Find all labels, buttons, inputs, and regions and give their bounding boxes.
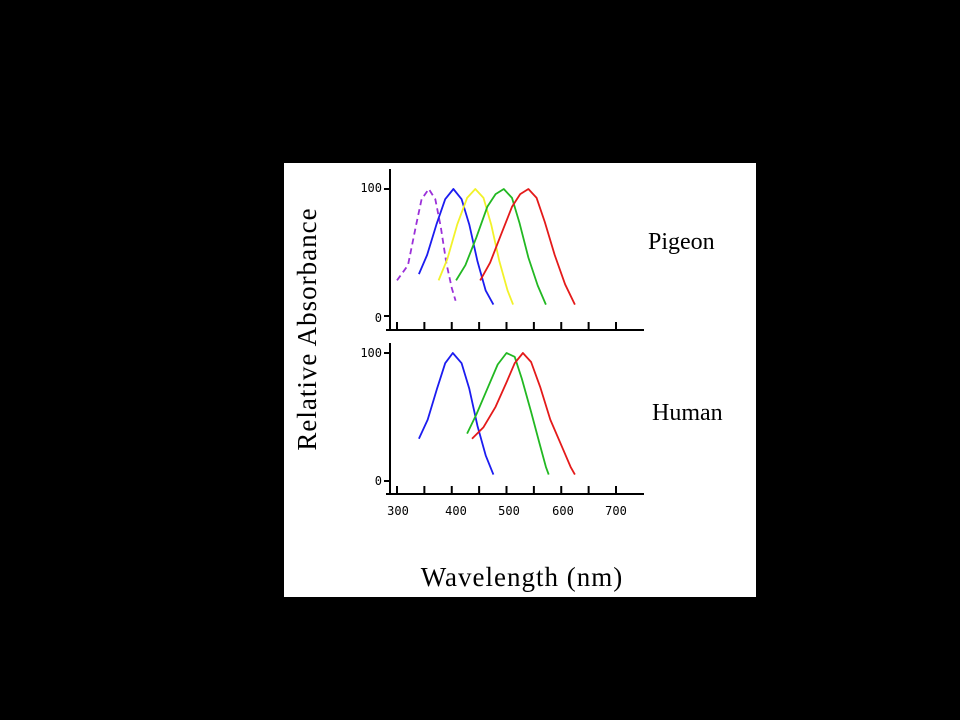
pigeon-label: Pigeon [648, 229, 715, 255]
pigeon-curve-2 [437, 188, 514, 305]
human-curve-0 [418, 352, 495, 475]
human-ytick-0: 0 [375, 474, 382, 488]
pigeon-curve-0 [396, 188, 457, 302]
human-curve-2 [471, 352, 576, 476]
absorbance-curves [396, 188, 576, 476]
xtick-500: 500 [498, 504, 520, 518]
xtick-400: 400 [445, 504, 467, 518]
pigeon-curve-4 [479, 188, 576, 305]
human-axes [386, 343, 644, 495]
x-axis-title: Wavelength (nm) [421, 562, 624, 592]
xtick-700: 700 [605, 504, 627, 518]
pigeon-curve-1 [418, 188, 495, 306]
human-curve-1 [466, 352, 550, 475]
absorbance-figure: 100 0 100 0 300 400 500 600 700 Pigeon H… [284, 163, 756, 597]
pigeon-curve-3 [455, 188, 547, 305]
pigeon-ytick-0: 0 [375, 311, 382, 325]
human-ytick-100: 100 [360, 346, 382, 360]
xtick-300: 300 [387, 504, 409, 518]
xtick-600: 600 [552, 504, 574, 518]
pigeon-axes [386, 169, 644, 331]
y-axis-title: Relative Absorbance [292, 207, 322, 450]
human-label: Human [652, 400, 723, 426]
pigeon-ytick-100: 100 [360, 181, 382, 195]
tick-marks [384, 188, 617, 493]
chart-canvas: 100 0 100 0 300 400 500 600 700 Pigeon H… [292, 169, 723, 592]
